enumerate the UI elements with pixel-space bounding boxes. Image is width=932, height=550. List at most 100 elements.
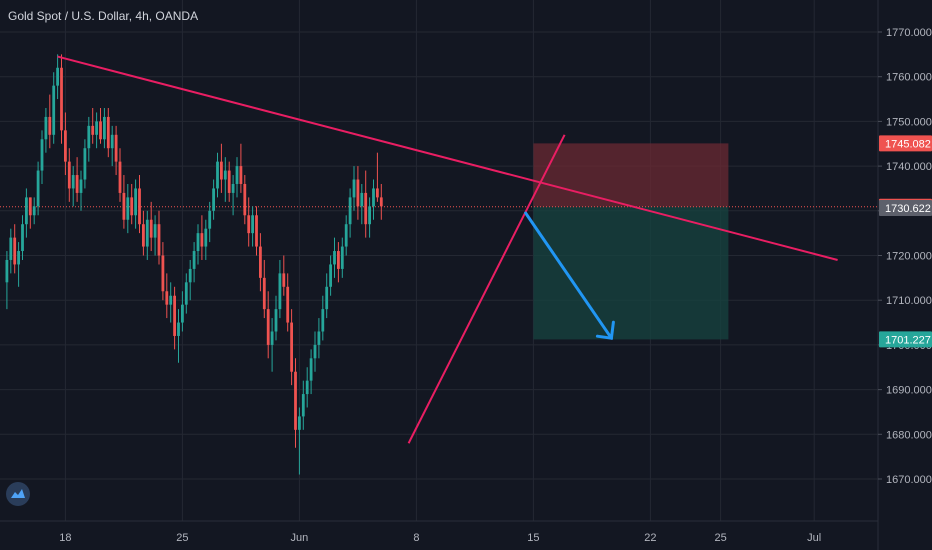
price-label-text-target: 1701.227 [885, 334, 931, 346]
forecast-arrow-line [524, 211, 613, 340]
candle-body [286, 286, 290, 323]
candle-body [118, 161, 122, 193]
candle-body [231, 183, 235, 193]
chart-title: Gold Spot / U.S. Dollar, 4h, OANDA [8, 9, 199, 23]
candle-body [145, 219, 149, 247]
candle-body [32, 206, 36, 216]
candle-body [67, 161, 71, 189]
candle-body [91, 125, 95, 135]
candle-body [301, 394, 305, 417]
candle-body [71, 175, 75, 189]
candle-body [103, 116, 106, 140]
candle-body [239, 166, 243, 184]
candle-body [75, 175, 79, 193]
y-tick-label: 1720.000 [886, 251, 932, 263]
candle-body [313, 344, 317, 359]
price-label-target [879, 331, 932, 348]
candle-body [165, 291, 169, 305]
candle-body [325, 286, 329, 310]
candle-body [317, 331, 321, 345]
candle-body [44, 116, 48, 140]
tradingview-logo-icon[interactable] [6, 482, 30, 506]
price-label-stop [879, 135, 932, 152]
candle-body [305, 380, 309, 395]
candle-body [262, 277, 266, 310]
y-tick-label: 1740.000 [886, 161, 932, 173]
trendline-support [407, 134, 566, 444]
candle-body [208, 210, 212, 229]
candle-body [368, 206, 371, 225]
drawings [57, 55, 838, 444]
candle-body [126, 197, 130, 220]
candle-body [106, 116, 110, 149]
stop-loss-zone [533, 143, 729, 207]
candle-body [321, 309, 325, 332]
candle-body [87, 125, 91, 149]
candle-body [25, 197, 28, 225]
candle-body [142, 224, 145, 247]
candle-body [157, 224, 161, 256]
candle-body [17, 251, 20, 265]
candle-body [40, 139, 44, 171]
candle-body [282, 273, 286, 287]
candle-body [153, 224, 157, 238]
candle-body [274, 309, 278, 332]
candle-body [251, 215, 254, 234]
candle-body [270, 331, 274, 345]
candle-body [360, 192, 364, 207]
candle-body [220, 161, 223, 180]
candle-body [344, 224, 348, 247]
candle-body [294, 371, 297, 430]
price-label-current [879, 200, 932, 217]
x-tick-label: Jun [291, 532, 309, 544]
candle-body [255, 215, 258, 247]
price-label-text-stop: 1745.082 [885, 138, 931, 150]
candle-body [64, 130, 67, 162]
candle-body [200, 233, 204, 247]
forecast-arrow-head [595, 320, 615, 340]
candle-body [364, 192, 368, 225]
candle-body [149, 219, 153, 238]
candle-body [95, 121, 98, 135]
candle-body [372, 188, 375, 207]
candle-body [138, 188, 141, 225]
candle-body [114, 134, 118, 162]
candle-body [223, 170, 227, 180]
candle-body [309, 358, 313, 381]
price-axis: 1670.0001680.0001690.0001700.0001710.000… [877, 0, 932, 550]
y-tick-label: 1770.000 [886, 27, 932, 39]
candle-body [134, 188, 137, 216]
candle-body [259, 246, 262, 278]
candle-body [247, 215, 251, 234]
y-tick-label: 1750.000 [886, 116, 932, 128]
x-tick-label: 15 [527, 532, 539, 544]
candle-body [110, 134, 114, 149]
candle-body [192, 251, 196, 269]
y-tick-label: 1690.000 [886, 385, 932, 397]
x-tick-label: Jul [807, 532, 821, 544]
candle-body [356, 179, 360, 207]
time-axis: 18 25 Jun 8 15 22 25 Jul [0, 520, 878, 544]
candle-body [99, 121, 102, 140]
candle-body [196, 233, 200, 252]
candle-body [83, 148, 87, 180]
candle-body [243, 183, 247, 216]
candle-body [337, 251, 340, 269]
candle-body [13, 237, 17, 265]
candle-body [379, 197, 383, 207]
candle-body [181, 304, 184, 323]
x-tick-label: 22 [644, 532, 656, 544]
candle-body [130, 197, 134, 216]
candle-body [177, 322, 180, 336]
candle-body [204, 228, 208, 247]
candle-body [298, 416, 301, 430]
candle-body [376, 188, 379, 198]
candle-body [290, 322, 293, 372]
y-tick-label: 1670.000 [886, 474, 932, 486]
candle-body [340, 246, 344, 269]
candle-body [122, 192, 126, 220]
candle-body [278, 273, 282, 310]
candle-body [5, 259, 9, 283]
candle-body [184, 282, 188, 305]
